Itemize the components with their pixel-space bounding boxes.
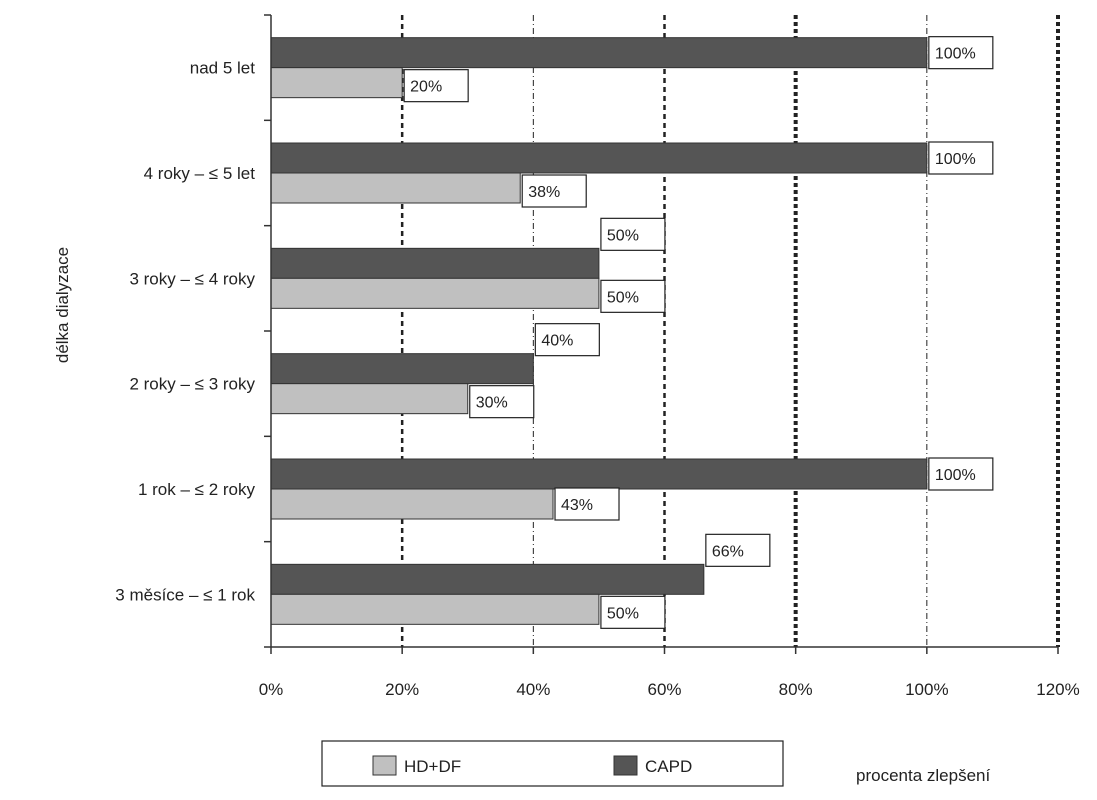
x-tick-label: 60% <box>647 680 681 699</box>
data-label: 38% <box>528 184 560 201</box>
data-label: 100% <box>935 46 976 63</box>
bar-hd-df <box>270 67 403 99</box>
data-label-box <box>554 487 620 521</box>
x-tick-label: 20% <box>385 680 419 699</box>
category-label: 2 roky – ≤ 3 roky <box>129 375 255 394</box>
data-label-box <box>521 174 587 208</box>
category-label: 1 rok – ≤ 2 roky <box>138 480 256 499</box>
data-label: 50% <box>607 605 639 622</box>
legend: HD+DF CAPD <box>321 740 784 787</box>
legend-label: HD+DF <box>404 757 461 776</box>
data-label-box <box>600 279 666 313</box>
bar-capd <box>270 37 928 69</box>
category-label: 3 měsíce – ≤ 1 rok <box>115 585 255 604</box>
data-label: 50% <box>607 227 639 244</box>
category-label: 4 roky – ≤ 5 let <box>144 164 256 183</box>
category-label: 3 roky – ≤ 4 roky <box>129 269 255 288</box>
bar-capd <box>270 353 534 385</box>
x-tick-label: 120% <box>1036 680 1079 699</box>
bars <box>270 37 928 625</box>
data-labels: 100% 20% 100% 38% 50% 50% 40% 30% 100% 43% 66% 50% <box>403 36 994 629</box>
data-label: 66% <box>712 543 744 560</box>
data-label: 40% <box>541 333 573 350</box>
data-label-box <box>469 385 535 419</box>
bar-capd <box>270 247 600 279</box>
x-tick-label: 100% <box>905 680 948 699</box>
y-axis-title: délka dialyzace <box>53 247 72 363</box>
x-tick-label: 80% <box>779 680 813 699</box>
data-label-box <box>534 323 600 357</box>
grid-lines <box>400 15 1060 647</box>
bar-hd-df <box>270 593 600 625</box>
bar-hd-df <box>270 488 554 520</box>
x-axis-title: procenta zlepšení <box>856 766 990 785</box>
data-label: 50% <box>607 289 639 306</box>
category-label: nad 5 let <box>190 59 255 78</box>
bar-hd-df <box>270 172 521 204</box>
data-label-box <box>600 217 666 251</box>
data-label: 43% <box>561 497 593 514</box>
x-tick-label: 0% <box>259 680 284 699</box>
bar-hd-df <box>270 383 469 415</box>
bar-capd <box>270 142 928 174</box>
data-label-box <box>705 533 771 567</box>
x-tick-label: 40% <box>516 680 550 699</box>
bar-hd-df <box>270 277 600 309</box>
data-label-box <box>403 69 469 103</box>
bar-capd <box>270 458 928 490</box>
data-label: 100% <box>935 151 976 168</box>
legend-box <box>321 740 784 787</box>
data-label-box <box>600 595 666 629</box>
bar-capd <box>270 563 705 595</box>
data-label: 100% <box>935 467 976 484</box>
legend-label: CAPD <box>645 757 692 776</box>
legend-swatch <box>372 755 397 776</box>
data-label-box <box>928 457 994 491</box>
data-label-box <box>928 141 994 175</box>
data-label: 20% <box>410 79 442 96</box>
axes: 0% 20% 40% 60% 80% 100% 120% nad 5 let 4 roky – … <box>115 14 1080 699</box>
legend-swatch <box>613 755 638 776</box>
data-label: 30% <box>476 395 508 412</box>
data-label-box <box>928 36 994 70</box>
